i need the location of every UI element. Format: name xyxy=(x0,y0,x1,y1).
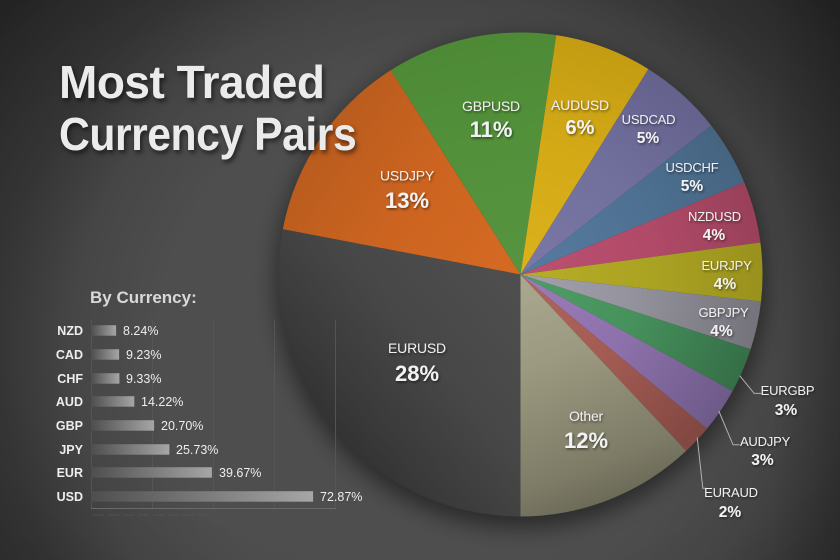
svg-text:JPY: JPY xyxy=(59,443,83,457)
svg-text:GBPUSD: GBPUSD xyxy=(462,98,520,114)
svg-text:28%: 28% xyxy=(395,361,439,386)
svg-text:AUD: AUD xyxy=(56,395,83,409)
svg-text:EURJPY: EURJPY xyxy=(701,258,752,273)
svg-text:8.24%: 8.24% xyxy=(123,324,158,338)
svg-text:39.67%: 39.67% xyxy=(219,466,261,480)
svg-text:USDJPY: USDJPY xyxy=(380,168,435,184)
svg-text:EUR: EUR xyxy=(57,466,83,480)
svg-text:4%: 4% xyxy=(714,276,737,293)
svg-text:11%: 11% xyxy=(470,117,513,142)
svg-text:2%: 2% xyxy=(719,504,742,521)
svg-text:USDCAD: USDCAD xyxy=(622,112,676,127)
svg-text:4%: 4% xyxy=(703,227,726,244)
svg-text:By Currency:: By Currency: xyxy=(90,288,197,307)
svg-text:14.22%: 14.22% xyxy=(141,395,183,409)
svg-text:GBP: GBP xyxy=(56,419,83,433)
svg-text:9.33%: 9.33% xyxy=(126,372,161,386)
svg-text:CHF: CHF xyxy=(57,372,83,386)
svg-text:9.23%: 9.23% xyxy=(126,348,161,362)
svg-text:USD: USD xyxy=(57,490,83,504)
svg-text:3%: 3% xyxy=(751,452,774,469)
svg-text:72.87%: 72.87% xyxy=(320,490,362,504)
svg-text:12%: 12% xyxy=(564,428,608,453)
svg-text:USDCHF: USDCHF xyxy=(666,160,719,175)
svg-text:25.73%: 25.73% xyxy=(176,443,218,457)
svg-text:6%: 6% xyxy=(566,117,595,139)
svg-text:GBPJPY: GBPJPY xyxy=(698,305,749,320)
svg-text:3%: 3% xyxy=(775,402,798,419)
svg-text:EURAUD: EURAUD xyxy=(704,485,758,500)
svg-text:4%: 4% xyxy=(710,323,733,340)
svg-text:AUDUSD: AUDUSD xyxy=(551,97,609,113)
svg-text:5%: 5% xyxy=(637,130,660,147)
svg-text:13%: 13% xyxy=(385,188,429,213)
svg-text:20.70%: 20.70% xyxy=(161,419,203,433)
svg-text:NZD: NZD xyxy=(57,324,83,338)
svg-text:CAD: CAD xyxy=(56,348,83,362)
svg-text:AUDJPY: AUDJPY xyxy=(740,434,791,449)
svg-text:NZDUSD: NZDUSD xyxy=(688,209,741,224)
svg-text:Other: Other xyxy=(569,408,604,424)
svg-text:5%: 5% xyxy=(681,178,704,195)
svg-text:EURGBP: EURGBP xyxy=(761,383,815,398)
svg-text:EURUSD: EURUSD xyxy=(388,340,446,356)
